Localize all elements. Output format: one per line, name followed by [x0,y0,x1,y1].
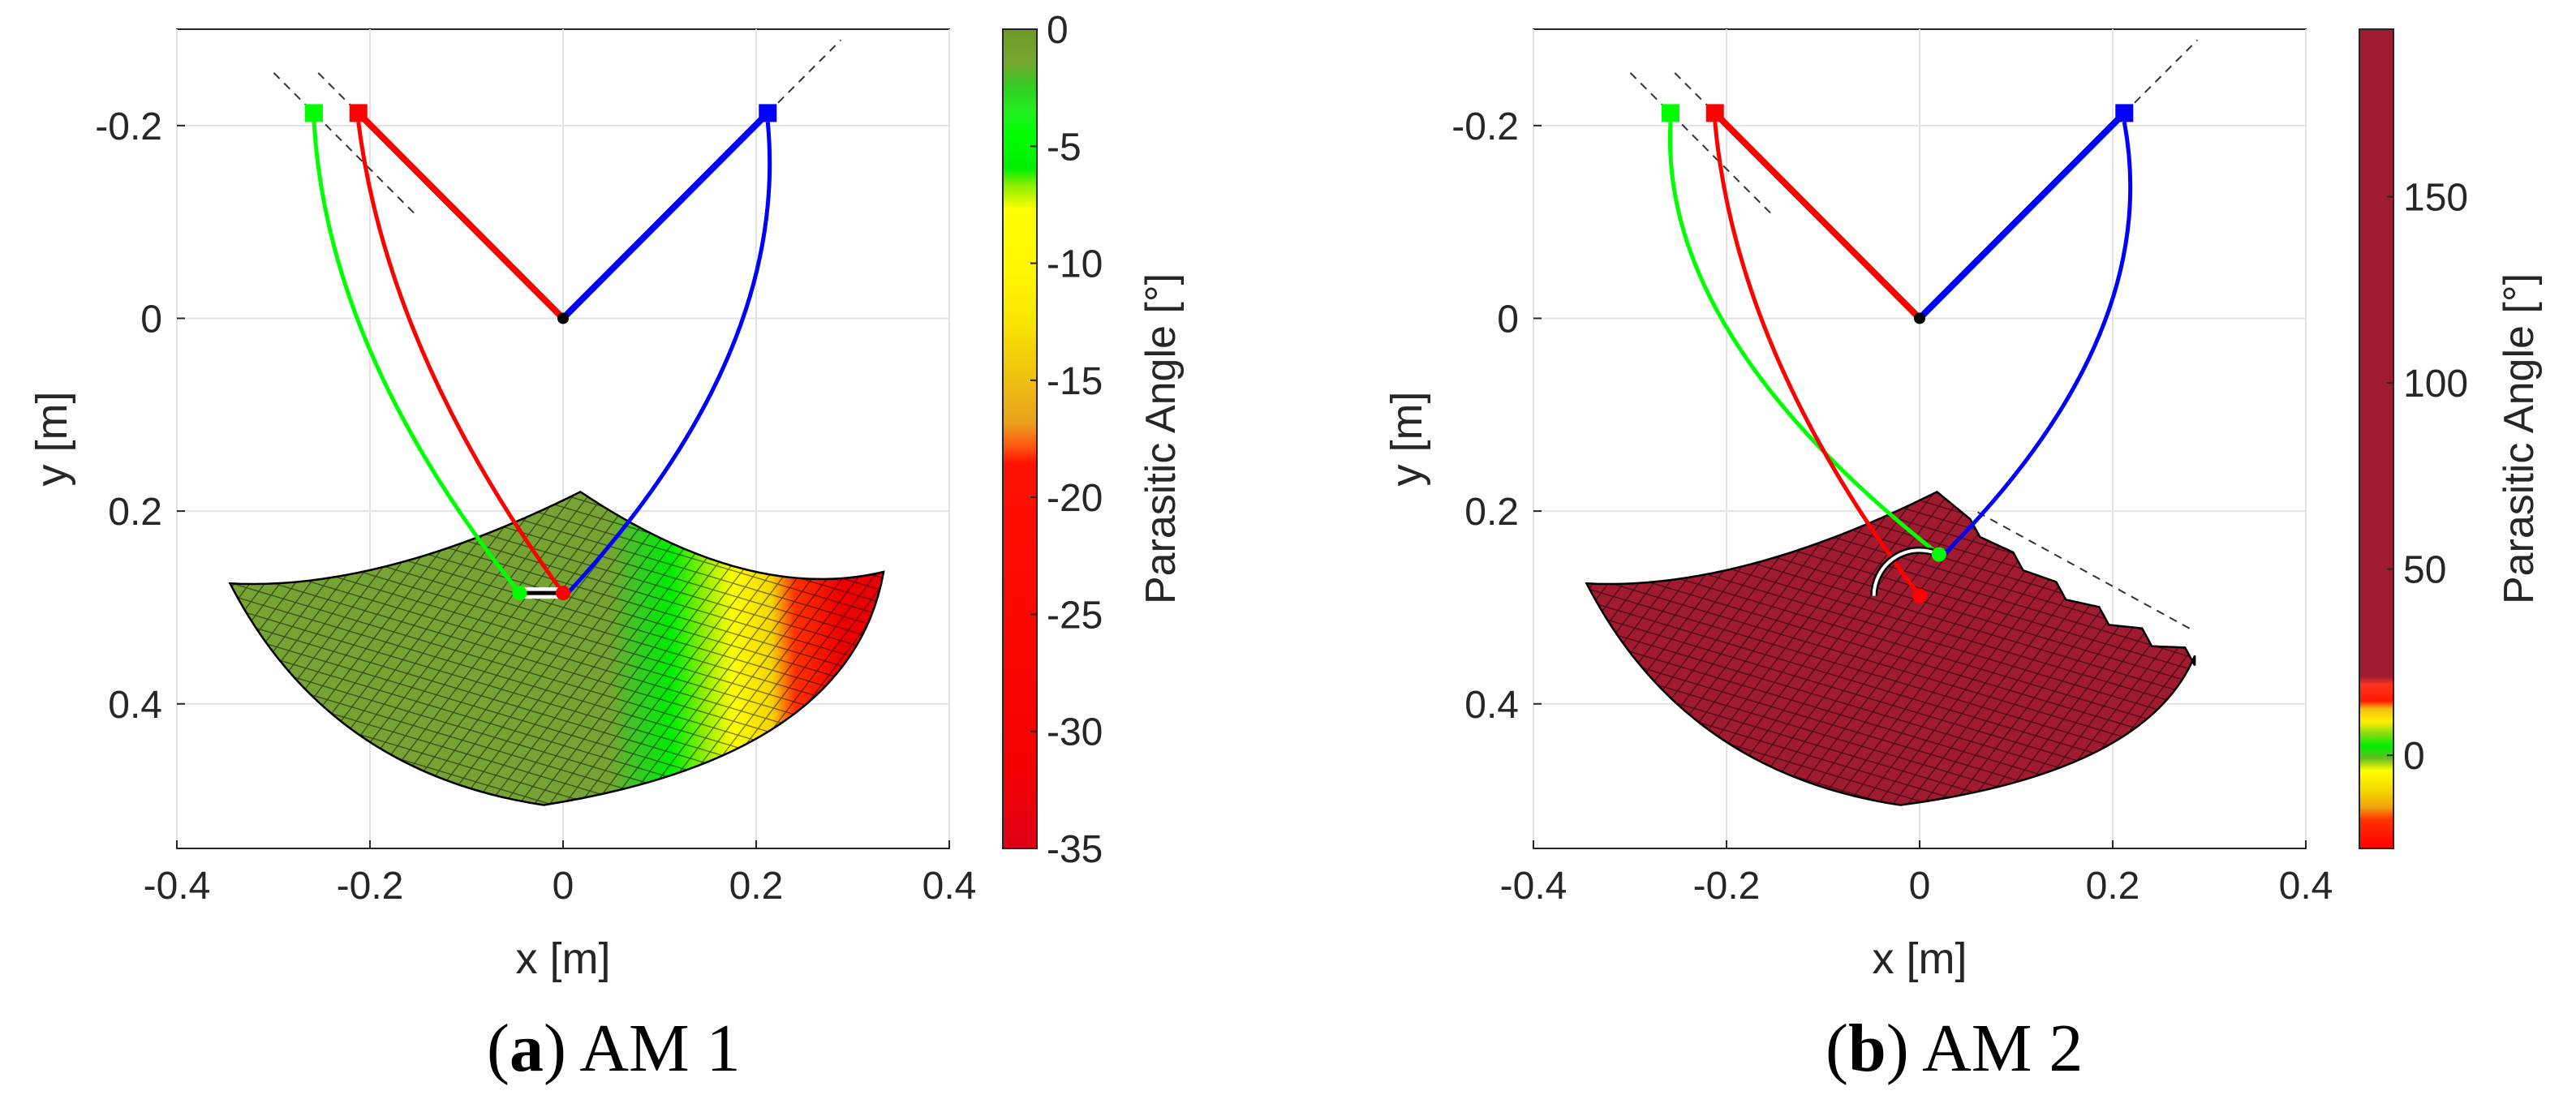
x-tick-label: 0 [1909,865,1931,908]
colorbar-tick-label: -5 [1047,126,1082,169]
colorbar-tick-label: 0 [2403,735,2425,778]
cable-blue-a [566,122,772,595]
panel-a: -0.4 -0.2 0 0.2 0.4 -0.200.20.4 x [m] y [m] … [28,9,1185,1086]
anchor-green-a [304,104,323,122]
colorbar-ticks-b: 150 100 50 0 [2387,177,2468,778]
cable-green-b [1667,122,1941,556]
colorbar-ticks-a: 0 -5 -10 -15 -20 -25 -30 -35 [1030,9,1103,871]
colorbar-a [1002,28,1038,849]
workspace-mesh-a [230,492,884,805]
colorbar-tick-label: -25 [1047,594,1103,637]
cable-blue-b [1942,121,2133,556]
guide-dashed-lines-a [273,39,841,218]
guide-dashed-line [1629,72,1776,218]
end-effector-red-b [1912,588,1927,603]
x-tick-label: 0 [553,865,574,908]
caption-b: (b) AM 2 [1826,1011,2083,1086]
end-effector-arc-core-b [1872,548,1940,596]
anchor-red-b [1705,104,1724,122]
y-axis-label-b: y [m] [1383,392,1431,487]
y-axis-label-a: y [m] [28,392,76,487]
x-tick-label: 0.4 [2279,865,2333,908]
caption-text-a: AM 1 [579,1011,740,1086]
caption-a: (a) AM 1 [487,1011,741,1086]
anchor-blue-b [2115,104,2134,122]
x-tick-label: -0.2 [337,865,404,908]
y-ticks-a: -0.2 0 0.2 0.4 [95,105,185,727]
guide-dashed-line [1976,511,2195,633]
x-tick-label: 0.2 [729,865,784,908]
guide-dashed-line [317,72,464,218]
x-tick-label: -0.4 [144,865,211,908]
link-red-b [1712,110,1922,321]
x-tick-label: -0.4 [1500,865,1568,908]
guide-dashed-line [2123,39,2198,114]
guide-dashed-lines-b [1629,39,2198,633]
colorbar-tick-label: -35 [1047,828,1103,871]
base-point-a [557,312,569,324]
y-tick-label: 0 [1497,298,1519,341]
caption-letter-a: a [510,1011,544,1086]
x-ticks-b: -0.4 -0.2 0 0.2 0.4 [1500,840,2333,908]
guide-dashed-line [273,72,419,218]
colorbar-tick-label: -10 [1047,243,1103,286]
y-tick-label: -0.2 [1451,105,1519,148]
x-axis-label-a: x [m] [516,934,611,983]
x-tick-label: 0.4 [922,865,977,908]
colorbar-tick-label: -30 [1047,711,1103,754]
y-tick-label: 0.4 [108,684,162,727]
guide-dashed-line [1674,72,1821,218]
end-effector-green-a [512,586,527,601]
colorbar-label-a: Parasitic Angle [°] [1137,273,1185,604]
x-tick-label: -0.2 [1693,865,1761,908]
workspace-mesh-b [1586,492,2195,805]
y-tick-label: 0.2 [1464,491,1519,534]
colorbar-tick-label: 150 [2403,177,2468,220]
end-effector-red-a [556,586,570,601]
x-axis-label-b: x [m] [1873,934,1967,983]
link-blue-b [1917,110,2127,321]
panel-b: -0.4 -0.2 0 0.2 0.4 -0.200.20.4 x [m] y [m] … [1383,28,2543,1086]
link-red-a [355,110,566,321]
x-tick-label: 0.2 [2086,865,2140,908]
guide-dashed-line [767,39,841,114]
colorbar-tick-label: -20 [1047,477,1103,520]
base-point-b [1914,312,1925,324]
y-tick-label: 0.4 [1464,684,1519,727]
y-ticks-b: -0.2 0 0.2 0.4 [1451,105,1542,727]
colorbar-tick-label: 100 [2403,363,2468,406]
anchor-green-b [1661,104,1679,122]
caption-text-b: AM 2 [1922,1011,2083,1086]
link-blue-a [561,110,771,321]
cable-red-a [356,122,566,595]
caption-letter-b: b [1848,1011,1886,1086]
x-ticks-a: -0.4 -0.2 0 0.2 0.4 [144,840,977,908]
colorbar-tick-label: -15 [1047,360,1103,403]
colorbar-tick-label: 0 [1047,9,1069,52]
cable-green-a [312,122,522,595]
y-tick-label: 0.2 [108,491,162,534]
anchor-red-a [349,104,368,122]
anchor-blue-a [759,104,777,122]
cable-red-b [1713,122,1921,598]
colorbar-label-b: Parasitic Angle [°] [2496,273,2543,604]
end-effector-green-b [1931,547,1946,562]
colorbar-b [2359,28,2394,849]
y-tick-label: -0.2 [95,105,162,148]
colorbar-tick-label: 50 [2403,549,2446,592]
y-tick-label: 0 [140,298,162,341]
